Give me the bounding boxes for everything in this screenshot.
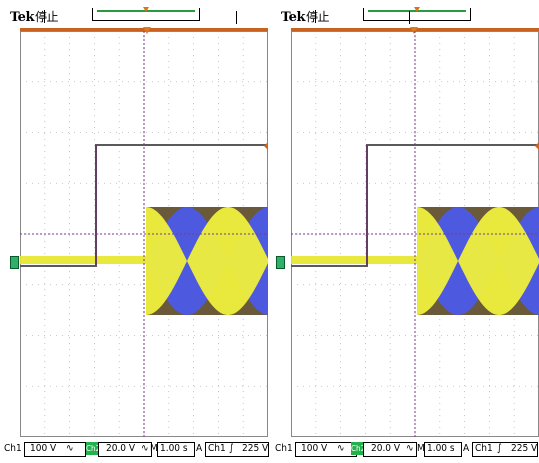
right-oscilloscope-screen: Tek停止 Ch1 100 V ∿ Ch2 20.0 V ∿ M 1.00 s …	[271, 0, 539, 463]
ch2-baseline-trace	[291, 256, 417, 264]
acquisition-status: 停止	[34, 10, 59, 24]
trigger-source: Ch1	[475, 443, 493, 454]
timebase: 1.00 s	[160, 443, 188, 454]
trigger-time-marker[interactable]	[410, 27, 418, 34]
ch2-scale-box[interactable]	[98, 442, 152, 457]
timebase-prefix: M	[150, 443, 158, 454]
header-divider	[44, 10, 45, 23]
trigger-level: 225 V	[242, 443, 269, 454]
trigger-source: Ch1	[208, 443, 226, 454]
trigger-slope-icon: ∫	[497, 443, 502, 454]
trigger-prefix: A	[196, 443, 203, 454]
trigger-level-marker[interactable]	[535, 142, 539, 150]
ch2-ground-marker[interactable]	[10, 256, 19, 269]
trigger-position-marker	[143, 7, 149, 12]
ch2-label[interactable]: Ch2	[86, 442, 101, 455]
record-position-bar[interactable]	[363, 7, 471, 21]
timebase-prefix: M	[417, 443, 425, 454]
ch2-label[interactable]: Ch2	[351, 442, 366, 455]
trigger-level: 225 V	[511, 443, 538, 454]
scope-header: Tek停止	[0, 0, 268, 27]
waveform-display	[20, 31, 268, 437]
waveform-display	[291, 31, 539, 437]
ch1-coupling-icon: ∿	[337, 443, 345, 454]
ch2-scale: 20.0 V	[371, 443, 401, 454]
ch1-label: Ch1	[275, 443, 293, 454]
record-position-bar[interactable]	[92, 7, 200, 21]
ch1-scale: 100 V	[301, 443, 328, 454]
tek-logo: Tek停止	[281, 10, 330, 25]
ch1-scale: 100 V	[30, 443, 57, 454]
scope-status-footer: Ch1 100 V ∿ Ch2 20.0 V ∿ M 1.00 s A Ch1 …	[0, 440, 269, 460]
trigger-level-marker[interactable]	[264, 142, 268, 150]
ch2-coupling-icon: ∿	[141, 443, 149, 454]
timebase: 1.00 s	[427, 443, 455, 454]
scope-status-footer: Ch1 100 V ∿ Ch2 20.0 V ∿ M 1.00 s A Ch1 …	[271, 440, 539, 460]
ch2-baseline-trace	[20, 256, 146, 264]
ch1-scale-box[interactable]	[24, 442, 86, 457]
header-divider	[315, 10, 316, 23]
scope-header: Tek停止	[271, 0, 539, 27]
header-divider	[409, 11, 410, 24]
ch1-label: Ch1	[4, 443, 22, 454]
timebase-box[interactable]	[157, 442, 195, 457]
trigger-prefix: A	[463, 443, 470, 454]
header-divider	[236, 11, 237, 24]
trigger-time-marker[interactable]	[143, 27, 151, 34]
ch2-coupling-icon: ∿	[406, 443, 414, 454]
ch1-coupling-icon: ∿	[66, 443, 74, 454]
timebase-box[interactable]	[424, 442, 462, 457]
trigger-box[interactable]	[205, 442, 269, 457]
trigger-box[interactable]	[472, 442, 538, 457]
tek-logo: Tek停止	[10, 10, 59, 25]
trigger-slope-icon: ∫	[229, 443, 234, 454]
ch2-scale-box[interactable]	[363, 442, 417, 457]
left-oscilloscope-screen: Tek停止 Ch1 100 V ∿ Ch2 20.0 V ∿ M 1.00 s …	[0, 0, 269, 463]
trigger-position-marker	[414, 7, 420, 12]
acquisition-status: 停止	[305, 10, 330, 24]
ch2-scale: 20.0 V	[106, 443, 136, 454]
ch2-ground-marker[interactable]	[276, 256, 285, 269]
